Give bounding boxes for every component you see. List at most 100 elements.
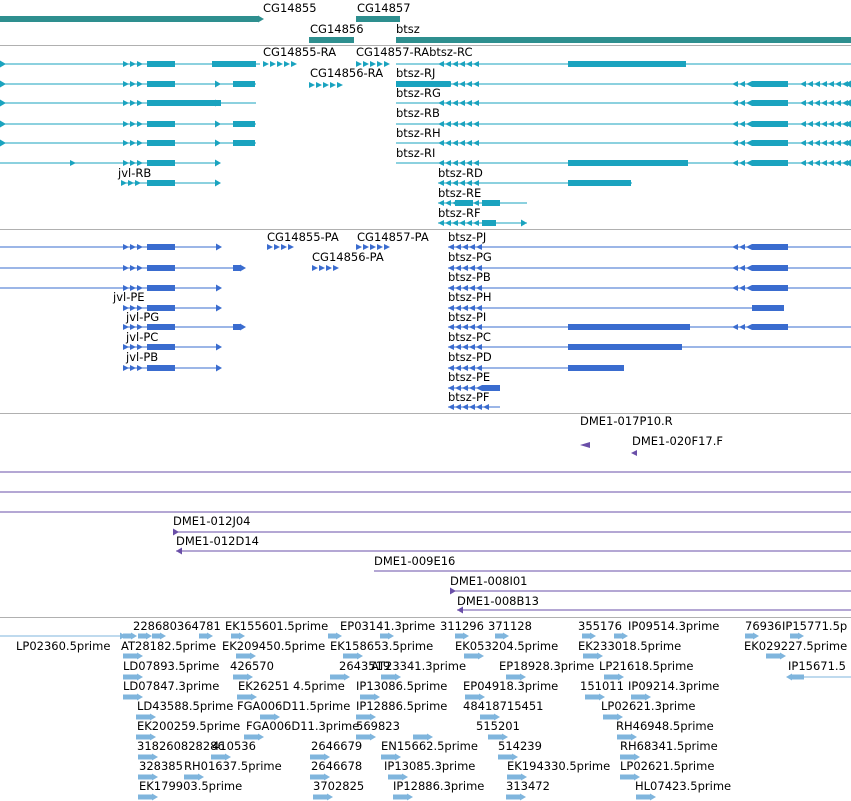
exon-block[interactable] [482,385,500,391]
exon-block[interactable] [752,121,788,127]
est-read[interactable] [464,653,478,659]
est-read[interactable] [138,633,146,639]
est-read[interactable] [381,754,395,760]
est-read[interactable] [603,714,617,720]
exon-block[interactable] [752,324,788,330]
exon-block[interactable] [482,200,500,206]
exon-block[interactable] [233,140,255,146]
exon-block[interactable] [147,365,175,371]
exon-block[interactable] [233,265,241,271]
est-read[interactable] [330,674,344,680]
exon-block[interactable] [147,305,175,311]
est-read[interactable] [356,714,370,720]
est-read[interactable] [236,653,250,659]
exon-block[interactable] [147,324,175,330]
exon-block[interactable] [568,61,686,67]
est-read[interactable] [745,633,753,639]
est-read[interactable] [604,674,618,680]
est-read[interactable] [310,774,324,780]
est-read[interactable] [199,633,207,639]
est-read[interactable] [620,774,634,780]
est-read[interactable] [792,674,804,680]
est-read[interactable] [393,794,407,800]
gene-bar[interactable] [396,37,851,43]
exon-block[interactable] [568,180,631,186]
est-read[interactable] [766,653,780,659]
est-read[interactable] [136,734,150,740]
est-read[interactable] [583,653,597,659]
est-read[interactable] [585,694,599,700]
est-read[interactable] [136,714,150,720]
est-read[interactable] [310,754,324,760]
exon-block[interactable] [147,140,175,146]
exon-block[interactable] [147,180,175,186]
est-read[interactable] [614,633,622,639]
exon-block[interactable] [233,81,255,87]
exon-block[interactable] [482,220,496,226]
exon-block[interactable] [233,324,241,330]
exon-block[interactable] [147,61,175,67]
est-read[interactable] [343,653,357,659]
est-read[interactable] [328,633,336,639]
est-read[interactable] [231,633,239,639]
est-read[interactable] [184,774,198,780]
feature-marks[interactable] [0,15,851,801]
est-read[interactable] [123,674,137,680]
est-read[interactable] [313,794,327,800]
exon-block[interactable] [147,121,175,127]
gene-bar[interactable] [356,16,400,22]
est-read[interactable] [260,714,274,720]
est-read[interactable] [138,794,152,800]
exon-block[interactable] [568,344,682,350]
exon-block[interactable] [568,365,624,371]
est-read[interactable] [123,653,137,659]
est-read[interactable] [211,754,225,760]
exon-block[interactable] [568,160,688,166]
exon-block[interactable] [147,81,175,87]
est-read[interactable] [488,734,502,740]
exon-block[interactable] [752,140,788,146]
est-read[interactable] [631,694,645,700]
est-read[interactable] [388,774,402,780]
est-read[interactable] [790,633,798,639]
gene-bar[interactable] [0,16,258,22]
est-read[interactable] [506,794,520,800]
est-read[interactable] [381,674,395,680]
est-read[interactable] [636,794,650,800]
est-read[interactable] [237,694,251,700]
exon-block[interactable] [147,344,175,350]
est-read[interactable] [620,754,634,760]
est-read[interactable] [138,754,152,760]
exon-block[interactable] [147,265,175,271]
exon-block[interactable] [752,305,784,311]
exon-block[interactable] [147,244,175,250]
est-read[interactable] [123,694,137,700]
exon-block[interactable] [455,200,473,206]
est-read[interactable] [138,774,152,780]
est-read[interactable] [455,633,463,639]
est-read[interactable] [356,734,370,740]
est-read[interactable] [465,694,479,700]
est-read[interactable] [413,734,427,740]
exon-block[interactable] [147,100,221,106]
exon-block[interactable] [233,121,255,127]
exon-block[interactable] [752,81,788,87]
exon-block[interactable] [752,244,788,250]
est-read[interactable] [617,734,631,740]
est-read[interactable] [233,674,247,680]
est-read[interactable] [360,694,374,700]
gene-bar[interactable] [309,37,354,43]
exon-block[interactable] [752,285,788,291]
est-read[interactable] [507,774,521,780]
exon-block[interactable] [568,324,690,330]
est-read[interactable] [498,754,512,760]
est-read[interactable] [380,633,388,639]
est-read[interactable] [152,633,160,639]
exon-block[interactable] [752,100,788,106]
exon-block[interactable] [752,265,788,271]
est-read[interactable] [244,734,258,740]
est-read[interactable] [582,633,590,639]
est-read[interactable] [123,633,131,639]
est-read[interactable] [480,714,494,720]
